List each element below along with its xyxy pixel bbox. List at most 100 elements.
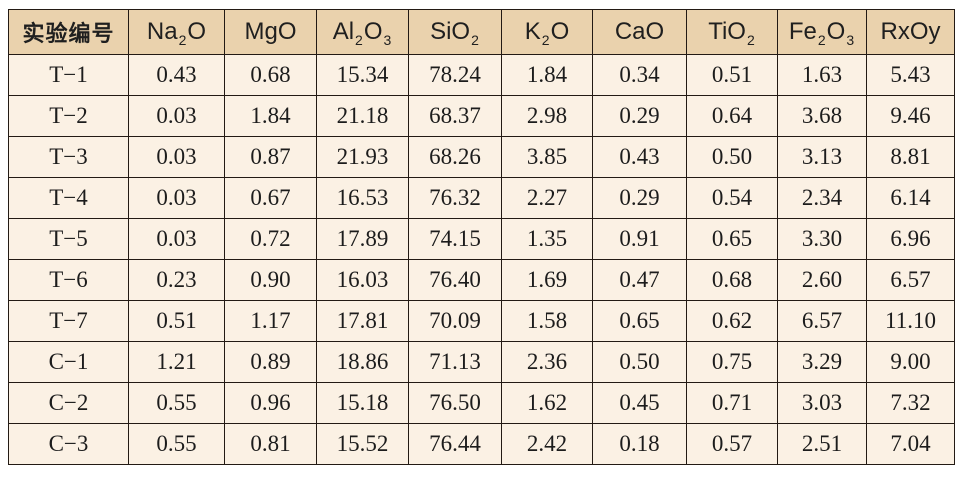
cell-k2o: 2.27 <box>501 177 593 219</box>
cell-mgo: 0.90 <box>224 259 317 301</box>
col-header-rxoy: RxOy <box>866 9 955 55</box>
cell-mgo: 0.89 <box>224 341 317 383</box>
col-header-na2o: Na2O <box>128 9 225 55</box>
col-header-mgo: MgO <box>224 9 317 55</box>
formula-base: Al <box>332 18 355 45</box>
cell-al2o3: 15.34 <box>316 54 409 96</box>
cell-rxoy: 9.46 <box>866 95 955 137</box>
cell-cao: 0.91 <box>592 218 687 260</box>
cell-sio2: 76.50 <box>408 382 502 424</box>
formula-subscript: 2 <box>541 32 550 48</box>
cell-mgo: 0.67 <box>224 177 317 219</box>
cell-sample-id: T−1 <box>8 54 129 96</box>
cell-cao: 0.34 <box>592 54 687 96</box>
col-header-al2o3: Al2O3 <box>316 9 409 55</box>
cell-fe2o3: 2.51 <box>777 423 867 465</box>
cell-sample-id: C−2 <box>8 382 129 424</box>
cell-cao: 0.65 <box>592 300 687 342</box>
cell-sio2: 71.13 <box>408 341 502 383</box>
cell-cao: 0.45 <box>592 382 687 424</box>
col-header-cao: CaO <box>592 9 687 55</box>
formula-base: K <box>524 18 541 45</box>
formula-base: RxOy <box>880 18 941 45</box>
cell-fe2o3: 3.03 <box>777 382 867 424</box>
cell-tio2: 0.62 <box>686 300 778 342</box>
cell-sio2: 76.44 <box>408 423 502 465</box>
cell-sample-id: T−7 <box>8 300 129 342</box>
cell-fe2o3: 3.13 <box>777 136 867 178</box>
cell-tio2: 0.50 <box>686 136 778 178</box>
cell-mgo: 0.96 <box>224 382 317 424</box>
cell-fe2o3: 3.30 <box>777 218 867 260</box>
cell-al2o3: 16.03 <box>316 259 409 301</box>
table-body: T−1 0.43 0.68 15.34 78.24 1.84 0.34 0.51 1.63 5.4… <box>8 54 955 465</box>
table-row: T−3 0.03 0.87 21.93 68.26 3.85 0.43 0.50 3.13 8.8… <box>8 136 955 178</box>
cell-na2o: 0.23 <box>128 259 225 301</box>
cell-sio2: 76.32 <box>408 177 502 219</box>
cell-al2o3: 17.81 <box>316 300 409 342</box>
cell-fe2o3: 3.68 <box>777 95 867 137</box>
cell-fe2o3: 6.57 <box>777 300 867 342</box>
col-header-sio2: SiO2 <box>408 9 502 55</box>
cell-sample-id: C−3 <box>8 423 129 465</box>
table-header: 实验编号 Na2O MgO Al2O3 SiO2 K2O CaO TiO2 Fe… <box>8 9 955 55</box>
cell-mgo: 1.84 <box>224 95 317 137</box>
cell-sample-id: T−5 <box>8 218 129 260</box>
cell-cao: 0.50 <box>592 341 687 383</box>
cell-tio2: 0.57 <box>686 423 778 465</box>
cell-al2o3: 18.86 <box>316 341 409 383</box>
cell-tio2: 0.65 <box>686 218 778 260</box>
table-row: T−6 0.23 0.90 16.03 76.40 1.69 0.47 0.68 2.60 6.5… <box>8 259 955 301</box>
cell-sample-id: T−2 <box>8 95 129 137</box>
cell-mgo: 0.87 <box>224 136 317 178</box>
cell-fe2o3: 1.63 <box>777 54 867 96</box>
cell-tio2: 0.68 <box>686 259 778 301</box>
cell-cao: 0.29 <box>592 177 687 219</box>
header-row: 实验编号 Na2O MgO Al2O3 SiO2 K2O CaO TiO2 Fe… <box>8 9 955 55</box>
cell-na2o: 0.55 <box>128 382 225 424</box>
cell-cao: 0.18 <box>592 423 687 465</box>
col-header-sample-id: 实验编号 <box>8 9 129 55</box>
formula-base: SiO <box>430 18 471 45</box>
cell-al2o3: 16.53 <box>316 177 409 219</box>
formula-base: Na <box>146 18 178 45</box>
cell-k2o: 1.84 <box>501 54 593 96</box>
formula-subscript: 2 <box>178 32 187 48</box>
table-row: T−2 0.03 1.84 21.18 68.37 2.98 0.29 0.64 3.68 9.4… <box>8 95 955 137</box>
cell-sample-id: T−6 <box>8 259 129 301</box>
cell-tio2: 0.64 <box>686 95 778 137</box>
table-row: T−7 0.51 1.17 17.81 70.09 1.58 0.65 0.62 6.57 11.… <box>8 300 955 342</box>
cell-sample-id: T−4 <box>8 177 129 219</box>
cell-sio2: 68.37 <box>408 95 502 137</box>
formula-subscript-2: 3 <box>383 32 392 48</box>
cell-tio2: 0.75 <box>686 341 778 383</box>
formula-base: CaO <box>614 18 665 45</box>
cell-na2o: 0.03 <box>128 136 225 178</box>
formula-subscript: 2 <box>471 32 479 48</box>
col-header-k2o: K2O <box>501 9 593 55</box>
cell-k2o: 3.85 <box>501 136 593 178</box>
cell-al2o3: 21.93 <box>316 136 409 178</box>
cell-cao: 0.43 <box>592 136 687 178</box>
cell-sio2: 76.40 <box>408 259 502 301</box>
cell-rxoy: 11.10 <box>866 300 955 342</box>
col-header-fe2o3: Fe2O3 <box>777 9 867 55</box>
cell-rxoy: 6.96 <box>866 218 955 260</box>
cell-na2o: 0.55 <box>128 423 225 465</box>
table-row: C−2 0.55 0.96 15.18 76.50 1.62 0.45 0.71 3.03 7.3… <box>8 382 955 424</box>
formula-subscript: 2 <box>746 32 755 48</box>
cell-k2o: 1.69 <box>501 259 593 301</box>
cell-rxoy: 6.14 <box>866 177 955 219</box>
formula-base: MgO <box>244 18 297 45</box>
formula-base: Fe <box>788 18 817 45</box>
cell-mgo: 0.81 <box>224 423 317 465</box>
cell-k2o: 2.42 <box>501 423 593 465</box>
cell-k2o: 1.62 <box>501 382 593 424</box>
cell-na2o: 0.43 <box>128 54 225 96</box>
col-header-tio2: TiO2 <box>686 9 778 55</box>
formula-subscript-2: 3 <box>846 32 855 48</box>
cell-tio2: 0.51 <box>686 54 778 96</box>
cell-sample-id: T−3 <box>8 136 129 178</box>
cell-cao: 0.47 <box>592 259 687 301</box>
cell-rxoy: 8.81 <box>866 136 955 178</box>
